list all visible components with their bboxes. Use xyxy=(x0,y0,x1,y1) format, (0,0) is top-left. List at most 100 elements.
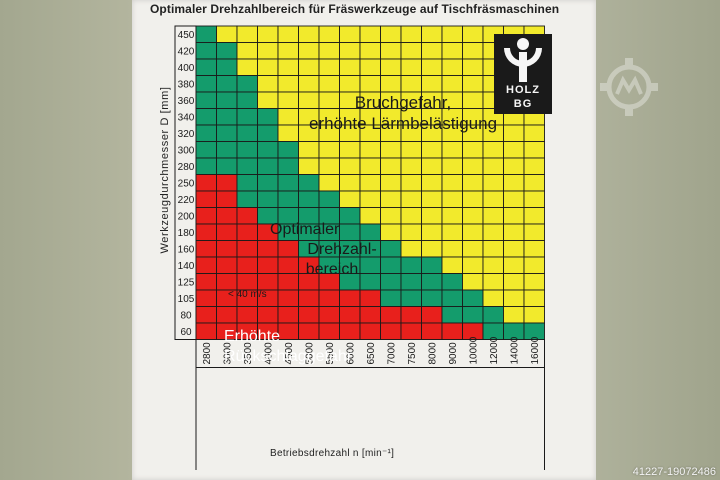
heatmap-cell xyxy=(523,256,545,274)
heatmap-cell xyxy=(462,75,484,93)
heatmap-cell xyxy=(503,240,525,258)
heatmap-cell xyxy=(298,306,320,324)
heatmap-cell xyxy=(441,25,463,43)
heatmap-cell xyxy=(236,190,258,208)
heatmap-cell xyxy=(503,157,525,175)
heatmap-cell xyxy=(195,207,217,225)
heatmap-cell xyxy=(380,289,402,307)
heatmap-cell xyxy=(400,42,422,60)
heatmap-cell xyxy=(216,91,238,109)
heatmap-cell xyxy=(462,223,484,241)
heatmap-cell xyxy=(503,174,525,192)
heatmap-cell xyxy=(236,58,258,76)
heatmap-cell xyxy=(298,42,320,60)
heatmap-cell xyxy=(257,42,279,60)
y-tick-label: 360 xyxy=(178,96,195,107)
heatmap-cell xyxy=(421,207,443,225)
y-tick-label: 160 xyxy=(178,244,195,255)
y-tick-label: 220 xyxy=(178,195,195,206)
heatmap-cell xyxy=(298,174,320,192)
heatmap-cell xyxy=(482,174,504,192)
heatmap-cell xyxy=(400,174,422,192)
heatmap-cell xyxy=(195,273,217,291)
heatmap-cell xyxy=(441,174,463,192)
heatmap-cell xyxy=(503,273,525,291)
heatmap-cell xyxy=(421,273,443,291)
x-axis-title: Betriebsdrehzahl n [min⁻¹] xyxy=(270,448,395,459)
heatmap-cell xyxy=(359,306,381,324)
heatmap-cell xyxy=(339,25,361,43)
heatmap-cell xyxy=(298,25,320,43)
heatmap-cell xyxy=(523,306,545,324)
heatmap-cell xyxy=(400,273,422,291)
heatmap-cell xyxy=(195,25,217,43)
heatmap-cell xyxy=(257,25,279,43)
x-tick-label: 7000 xyxy=(386,342,397,365)
heatmap-cell xyxy=(523,289,545,307)
heatmap-cell xyxy=(339,174,361,192)
heatmap-cell xyxy=(482,207,504,225)
heatmap-cell xyxy=(216,58,238,76)
heatmap-cell xyxy=(195,289,217,307)
x-tick-label: 9000 xyxy=(448,342,459,365)
heatmap-cell xyxy=(236,91,258,109)
y-tick-label: 140 xyxy=(178,261,195,272)
heatmap-cell xyxy=(421,75,443,93)
heatmap-cell xyxy=(462,190,484,208)
heatmap-cell xyxy=(257,190,279,208)
heatmap-cell xyxy=(195,190,217,208)
heatmap-cell xyxy=(236,124,258,142)
heatmap-cell xyxy=(421,174,443,192)
heatmap-cell xyxy=(462,306,484,324)
heatmap-cell xyxy=(298,141,320,159)
heatmap-cell xyxy=(216,256,238,274)
heatmap-cell xyxy=(482,273,504,291)
heatmap-cell xyxy=(400,141,422,159)
heatmap-cell xyxy=(216,75,238,93)
y-tick-label: 280 xyxy=(178,162,195,173)
heatmap-cell xyxy=(339,306,361,324)
x-tick-label: 6000 xyxy=(345,342,356,365)
heatmap-cell xyxy=(380,42,402,60)
heatmap-cell xyxy=(236,223,258,241)
heatmap-cell xyxy=(277,141,299,159)
zone-label-green-line3: bereich xyxy=(305,261,359,278)
x-tick-label: 5500 xyxy=(325,342,336,365)
heatmap-cell xyxy=(482,289,504,307)
heatmap-cell xyxy=(236,141,258,159)
heatmap-cell xyxy=(441,240,463,258)
heatmap-cell xyxy=(462,25,484,43)
heatmap-cell xyxy=(462,141,484,159)
heatmap-cell xyxy=(421,25,443,43)
heatmap-cell xyxy=(421,289,443,307)
heatmap-cell xyxy=(318,58,340,76)
heatmap-cell xyxy=(236,306,258,324)
y-tick-label: 180 xyxy=(178,228,195,239)
logo-text-line1: HOLZ xyxy=(506,84,540,96)
zone-label-green-line1: Optimaler xyxy=(270,221,340,238)
heatmap-cell xyxy=(421,58,443,76)
heatmap-cell xyxy=(195,256,217,274)
x-tick-label: 12000 xyxy=(489,336,500,364)
heatmap-cell xyxy=(195,124,217,142)
y-tick-label: 60 xyxy=(180,327,192,338)
y-tick-label: 420 xyxy=(178,46,195,57)
heatmap-cell xyxy=(277,174,299,192)
heatmap-cell xyxy=(400,256,422,274)
heatmap-cell xyxy=(195,91,217,109)
y-axis-title: Werkzeugdurchmesser D [mm] xyxy=(159,86,171,254)
heatmap-cell xyxy=(195,240,217,258)
heatmap-cell xyxy=(339,75,361,93)
y-tick-label: 80 xyxy=(180,310,192,321)
heatmap-cell xyxy=(523,141,545,159)
heatmap-cell xyxy=(503,256,525,274)
wall-right xyxy=(596,0,720,480)
heatmap-cell xyxy=(380,190,402,208)
logo-emblem xyxy=(504,38,542,82)
heatmap-cell xyxy=(277,190,299,208)
heatmap-cell xyxy=(482,157,504,175)
heatmap-cell xyxy=(216,190,238,208)
heatmap-cell xyxy=(462,273,484,291)
heatmap-cell xyxy=(216,207,238,225)
heatmap-cell xyxy=(400,223,422,241)
